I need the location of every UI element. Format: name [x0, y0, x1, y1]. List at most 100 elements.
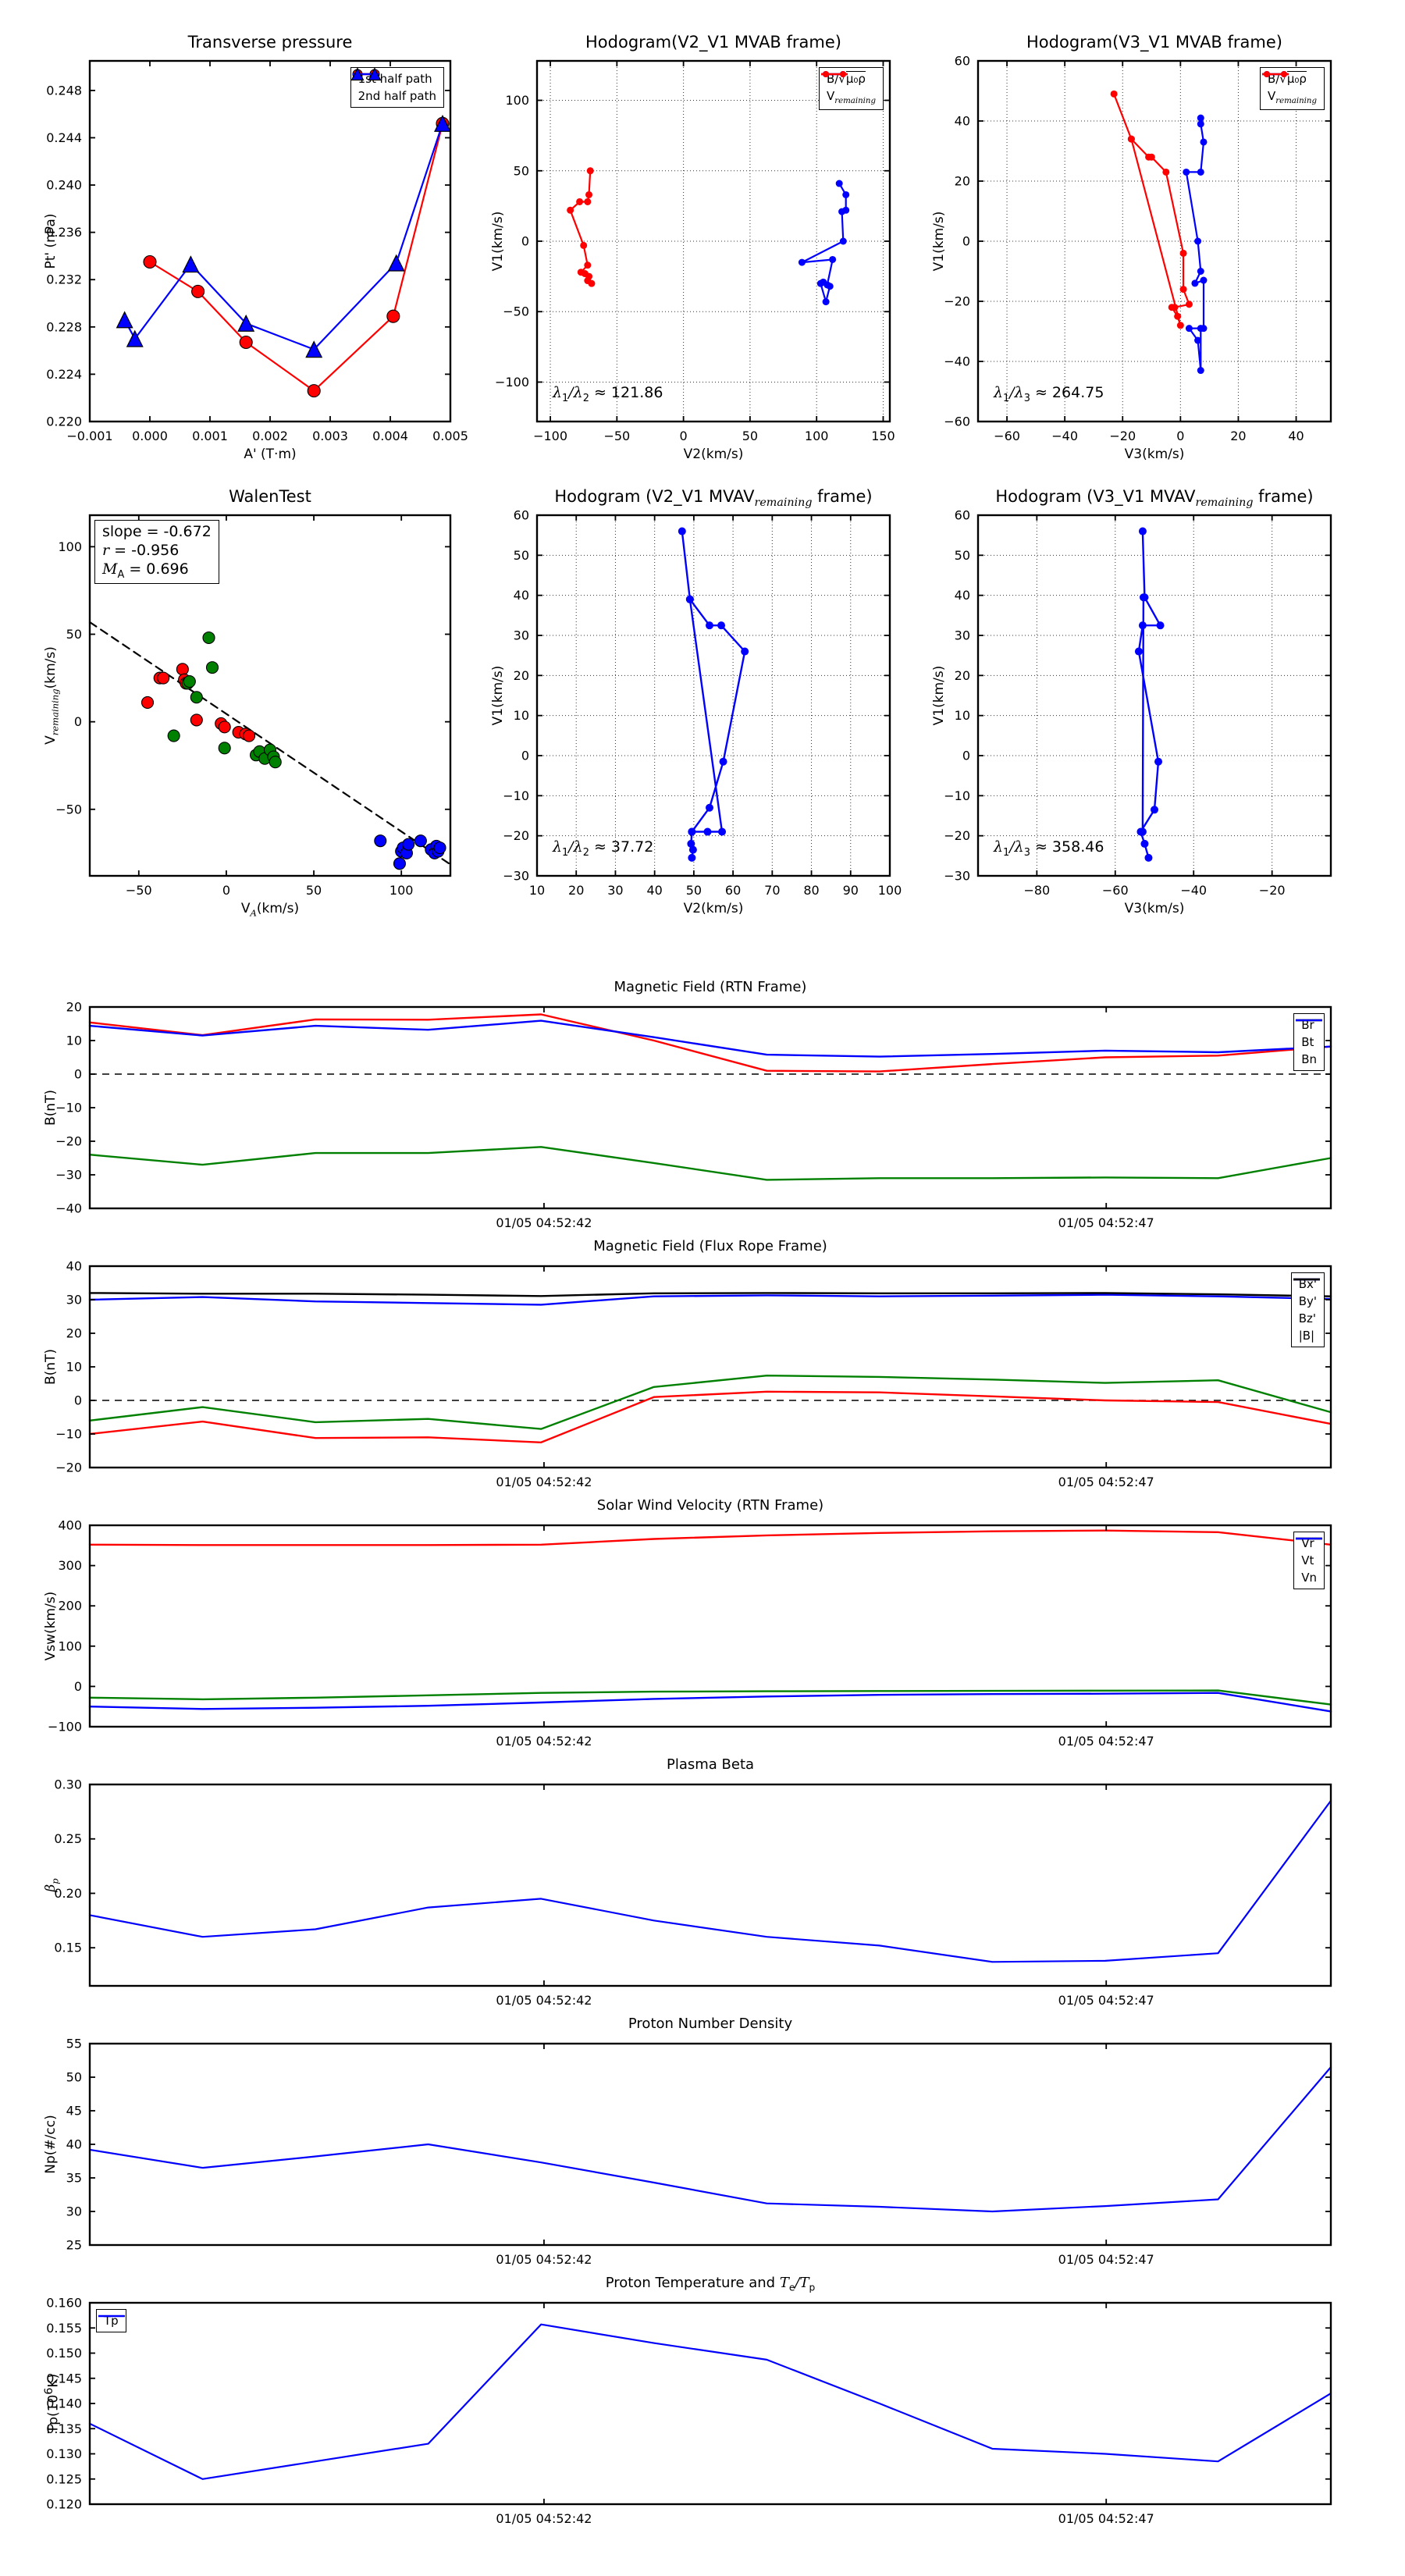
legend-label: Br	[1301, 1018, 1314, 1032]
y-tick-label: −10	[55, 1101, 82, 1115]
text-segment: β	[43, 1884, 59, 1892]
text-segment: Bz'	[1298, 1311, 1316, 1325]
panel-plasma-beta: 01/05 04:52:42 01/05 04:52:47 0.15 0.20 0.25…	[16, 1745, 1405, 2034]
y-tick-label: −100	[48, 1720, 82, 1735]
legend-item: Vt	[1296, 1537, 1323, 1567]
y-tick-label: 40	[514, 588, 529, 603]
legend-label: Bz'	[1299, 1311, 1316, 1325]
annotation-hodogram-v2v1-mvab: λ1/λ2 ≈ 121.86	[553, 384, 663, 404]
x-tick-label: 80	[803, 883, 819, 898]
y-tick-label: 40	[66, 1259, 82, 1274]
x-tick-label: 0.000	[132, 429, 168, 443]
x-tick-label: 01/05 04:52:42	[496, 1993, 592, 2008]
legend-label: Vr	[1301, 1536, 1314, 1550]
y-tick-label: 40	[66, 2137, 82, 2152]
text-segment: λ	[994, 384, 1004, 401]
x-tick-label: 100	[805, 429, 829, 443]
plot-title-plasma-beta: Plasma Beta	[90, 1756, 1331, 1773]
y-tick-label: 0.155	[46, 2321, 82, 2336]
text-segment: Hodogram (V2_V1 MVAV	[554, 487, 755, 506]
y-tick-label: 0.240	[46, 178, 82, 193]
annotation-hodogram-v2v1-mvav: λ1/λ2 ≈ 37.72	[553, 838, 653, 859]
text-segment: Vr	[1301, 1536, 1314, 1550]
panel-magnetic-field-rtn: 01/05 04:52:42 01/05 04:52:47 −40 −30 −20 −10…	[16, 968, 1405, 1257]
text-segment: λ	[553, 384, 563, 401]
panel-hodogram-v2v1-mvab: −100 −50 0 50 100 150 −100 −50 0 50 100 Hodogram(V2…	[463, 22, 964, 470]
x-axis-label: VA(km/s)	[90, 901, 450, 918]
text-segment: remaining	[1275, 97, 1317, 105]
y-tick-label: −50	[503, 304, 529, 319]
text-segment: e	[788, 2282, 795, 2293]
y-tick-label: −60	[944, 415, 970, 429]
text-segment: Magnetic Field (RTN Frame)	[614, 979, 807, 995]
y-tick-label: 0.150	[46, 2346, 82, 2361]
text-segment: slope = -0.672	[102, 523, 212, 540]
text-segment: frame)	[1253, 487, 1314, 506]
panel-hodogram-v3v1-mvav: −80 −60 −40 −20 −30 −20 −10 0 10 20 30 40 50 60 Hodogr…	[904, 476, 1405, 924]
text-segment: K)	[45, 2373, 62, 2388]
y-tick-label: 55	[66, 2037, 82, 2051]
legend-item: Vremaining	[820, 71, 876, 105]
legend-label: Vremaining	[1268, 89, 1317, 105]
legend-hodogram-v3v1-mvab: B/√μ₀ρ Vremaining	[1259, 67, 1325, 110]
text-segment: A	[250, 907, 257, 919]
y-tick-label: 0.140	[46, 2396, 82, 2411]
y-tick-label: −100	[495, 375, 529, 390]
y-tick-label: 50	[66, 627, 82, 642]
text-segment: p	[809, 2282, 816, 2293]
text-segment: 3	[1023, 846, 1030, 859]
y-tick-label: 0.160	[46, 2296, 82, 2311]
x-tick-label: −50	[126, 883, 152, 898]
y-tick-label: 0.224	[46, 367, 82, 382]
text-segment: Plasma Beta	[666, 1756, 755, 1773]
y-axis-label: Tp(106K)	[43, 2303, 62, 2504]
chart-transverse-pressure: −0.001 0.000 0.001 0.002 0.003 0.004 0.005 0.22…	[46, 59, 468, 443]
plot-title-hodogram-v3v1-mvav: Hodogram (V3_V1 MVAVremaining frame)	[978, 487, 1331, 509]
text-segment: V3(km/s)	[1124, 901, 1185, 916]
x-tick-label: 0.004	[372, 429, 408, 443]
annotation-hodogram-v3v1-mvab: λ1/λ3 ≈ 264.75	[994, 384, 1104, 404]
text-segment: ≈ 37.72	[589, 838, 654, 856]
text-segment: M	[102, 560, 118, 578]
x-tick-label: 0	[222, 883, 230, 898]
legend-item: Bn	[1296, 1019, 1323, 1066]
text-segment: /λ	[568, 384, 583, 401]
y-tick-label: 45	[66, 2104, 82, 2119]
y-tick-label: 60	[955, 54, 970, 69]
y-tick-label: 35	[66, 2171, 82, 2186]
chart-b-rtn: 01/05 04:52:42 01/05 04:52:47 −40 −30 −20 −10…	[55, 1000, 1332, 1230]
text-segment: Solar Wind Velocity (RTN Frame)	[596, 1497, 824, 1514]
y-axis-label: Pt' (nPa)	[43, 61, 60, 422]
legend-proton-temp: Tp	[96, 2309, 126, 2332]
text-segment: |B|	[1298, 1329, 1315, 1343]
text-segment: V1(km/s)	[931, 665, 947, 726]
y-tick-label: 30	[66, 2204, 82, 2219]
legend-label: Vt	[1301, 1553, 1314, 1567]
chart-hodogram-v3v1-mvav: −80 −60 −40 −20 −30 −20 −10 0 10 20 30 40 50 60	[944, 508, 1332, 898]
x-tick-label: 50	[686, 883, 702, 898]
text-segment: ≈ 358.46	[1030, 838, 1104, 856]
x-axis-label: V3(km/s)	[978, 901, 1331, 916]
y-tick-label: 0.130	[46, 2446, 82, 2461]
x-tick-label: −40	[1051, 429, 1078, 443]
y-tick-label: 100	[505, 93, 529, 108]
text-segment: 6	[43, 2387, 55, 2395]
statbox-line: slope = -0.672	[102, 523, 212, 542]
y-tick-label: 50	[66, 2070, 82, 2085]
text-segment: 1	[562, 392, 569, 404]
statbox-line: r = -0.956	[102, 542, 212, 560]
x-tick-label: 20	[568, 883, 584, 898]
x-tick-label: 40	[1288, 429, 1304, 443]
y-tick-label: 0.248	[46, 83, 82, 98]
text-segment: V	[1267, 89, 1276, 103]
y-axis-label: V1(km/s)	[490, 61, 507, 422]
y-tick-label: 0	[74, 1067, 82, 1082]
chart-plasma-beta: 01/05 04:52:42 01/05 04:52:47 0.15 0.20 0.25…	[54, 1777, 1332, 2008]
text-segment: = -0.956	[109, 541, 180, 559]
text-segment: /T	[795, 2275, 809, 2291]
y-tick-label: −30	[55, 1168, 82, 1183]
text-segment: 1	[1003, 392, 1010, 404]
legend-sample-line	[98, 2314, 125, 2318]
text-segment: V1(km/s)	[931, 211, 947, 272]
x-tick-label: 10	[529, 883, 545, 898]
